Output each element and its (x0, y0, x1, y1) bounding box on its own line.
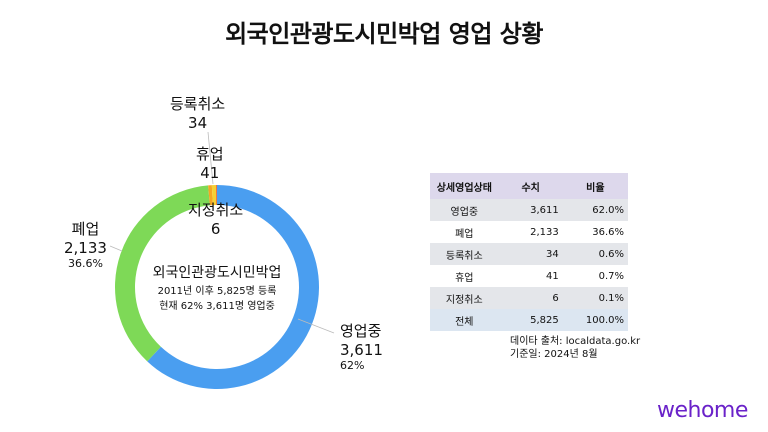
donut-slice-4 (216, 185, 217, 206)
donut-slice-1 (114, 185, 210, 362)
table-row-total: 전체 5,825 100.0% (430, 309, 628, 331)
donut-slices (114, 185, 319, 389)
header-ratio: 비율 (562, 173, 628, 199)
label-revoked: 지정취소 6 (188, 201, 244, 238)
label-operating: 영업중 3,611 62% (340, 322, 383, 372)
status-table: 상세영업상태 수치 비율 영업중 3,611 62.0% 폐업 2,133 36… (430, 173, 628, 331)
header-count: 수치 (498, 173, 563, 199)
header-status: 상세영업상태 (430, 173, 499, 199)
table-row: 폐업 2,133 36.6% (455, 226, 624, 240)
donut-slice-0 (147, 185, 319, 389)
leader-line-closed (109, 245, 123, 252)
table-row: 영업중 3,611 62.0% (430, 199, 628, 221)
data-source: 데이타 출처: localdata.go.kr 기준일: 2024년 8월 (510, 336, 641, 360)
table-row: 지정취소 6 0.1% (430, 287, 628, 309)
donut-slice-2 (208, 185, 213, 206)
wehome-logo: wehome (657, 398, 748, 423)
leader-line-small (207, 131, 214, 185)
page-title: 외국인관광도시민박업 영업 상황 (225, 20, 543, 48)
leader-line-operating (297, 318, 335, 334)
label-cancelled: 등록취소 34 (170, 95, 226, 132)
donut-slice-3 (211, 185, 217, 206)
label-closed: 폐업 2,133 36.6% (64, 220, 107, 270)
table-header-row: 상세영업상태 수치 비율 (430, 173, 628, 199)
table-row: 등록취소 34 0.6% (430, 243, 628, 265)
donut-center-text: 외국인관광도시민박업 2011년 이후 5,825명 등록 현재 62% 3,6… (152, 265, 282, 312)
table-row: 휴업 41 0.7% (455, 270, 624, 284)
label-suspended: 휴업 41 (196, 145, 224, 182)
